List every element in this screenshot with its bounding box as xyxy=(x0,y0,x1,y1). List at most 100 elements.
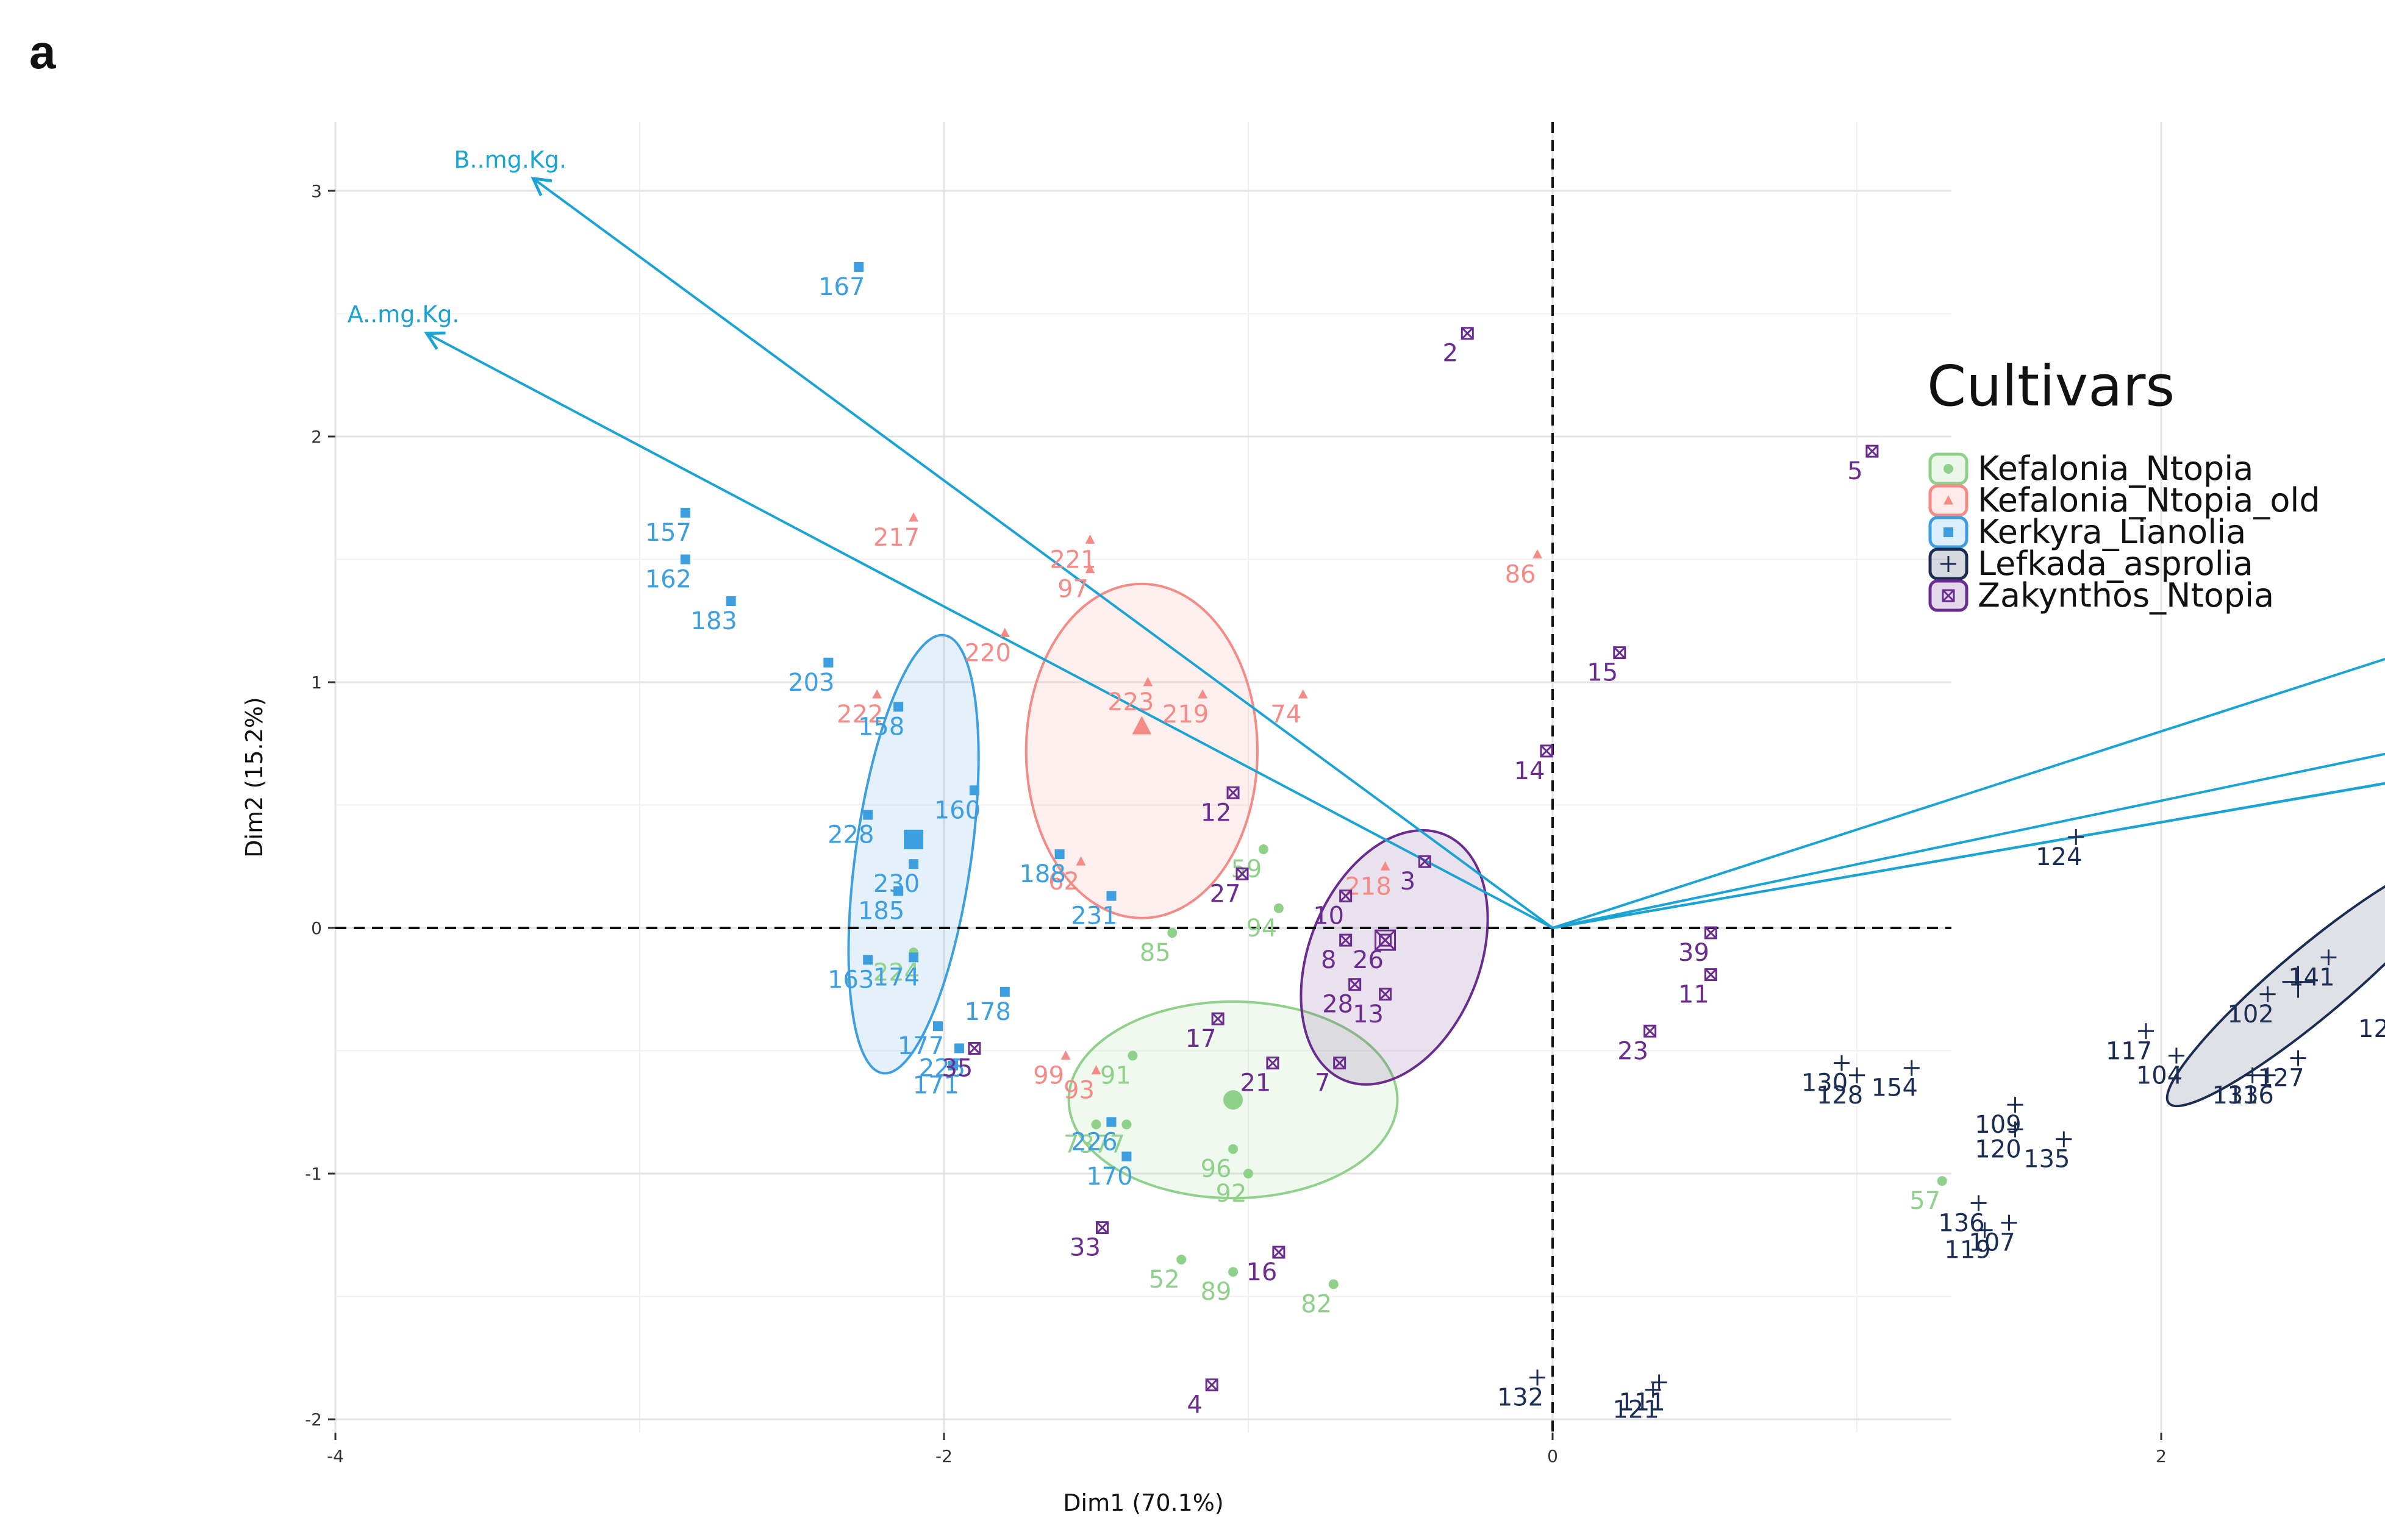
point-marker xyxy=(1106,1117,1117,1127)
point-label: 39 xyxy=(1678,939,1709,967)
point-marker xyxy=(1106,891,1117,901)
point-label: 26 xyxy=(1353,946,1384,974)
point-label: 117 xyxy=(2106,1037,2152,1065)
point-marker xyxy=(1333,1057,1346,1070)
point-label: 133 xyxy=(2212,1082,2259,1110)
point-label: 35 xyxy=(942,1054,973,1082)
point-marker xyxy=(1704,968,1717,982)
point-label: 136 xyxy=(1938,1209,1984,1237)
point-marker xyxy=(909,512,919,522)
point-marker xyxy=(968,1041,981,1055)
point-marker xyxy=(680,554,690,565)
point-label: 119 xyxy=(1944,1236,1990,1264)
point-marker xyxy=(1228,1144,1239,1154)
point-marker xyxy=(948,1060,958,1071)
point-marker xyxy=(1132,716,1152,735)
point-label: 116 xyxy=(2227,1082,2273,1110)
point-label: 130 xyxy=(1801,1069,1848,1097)
legend: Cultivars Kefalonia_NtopiaKefalonia_Ntop… xyxy=(1927,354,2320,615)
point-label: 185 xyxy=(858,897,904,925)
point-label: 160 xyxy=(934,796,981,824)
point-marker xyxy=(1943,464,1953,474)
point-label: 21 xyxy=(1240,1069,1271,1097)
plot-panel xyxy=(335,122,1951,1433)
point-marker xyxy=(2168,1047,2184,1064)
y-tick-label: 2 xyxy=(311,427,322,447)
point-label: 104 xyxy=(2136,1062,2183,1090)
point-marker xyxy=(863,810,873,820)
point-marker xyxy=(1091,1065,1101,1075)
legend-label: Kerkyra_Lianolia xyxy=(1978,513,2246,551)
point-marker xyxy=(1258,844,1268,855)
point-marker xyxy=(1339,889,1353,903)
legend-key xyxy=(1928,579,1968,612)
point-marker xyxy=(1272,1246,1285,1259)
point-marker xyxy=(1976,1222,1993,1238)
point-label: 174 xyxy=(873,963,920,991)
point-marker xyxy=(1198,689,1208,699)
point-label: 27 xyxy=(1210,880,1241,908)
point-label: 4 xyxy=(1187,1391,1202,1419)
point-marker xyxy=(1143,677,1153,686)
legend-label: Zakynthos_Ntopia xyxy=(1978,576,2274,615)
legend-title: Cultivars xyxy=(1927,354,2175,419)
point-marker xyxy=(1375,929,1396,951)
point-marker xyxy=(872,689,882,699)
point-marker xyxy=(1205,1378,1218,1392)
point-label: 158 xyxy=(858,713,904,741)
point-label: 124 xyxy=(2036,843,2082,871)
point-label: 102 xyxy=(2227,1000,2273,1028)
point-marker xyxy=(1235,867,1249,880)
point-marker xyxy=(1380,861,1390,871)
point-marker xyxy=(1379,988,1392,1001)
point-label: 77 xyxy=(1094,1130,1125,1158)
point-label: 5 xyxy=(1847,457,1862,485)
point-label: 16 xyxy=(1246,1258,1277,1286)
point-marker xyxy=(1121,1151,1132,1161)
point-label: 97 xyxy=(1057,576,1089,604)
point-marker xyxy=(1943,495,1953,505)
point-label: 33 xyxy=(1070,1234,1101,1262)
point-marker xyxy=(2259,1067,2276,1083)
point-label: 109 xyxy=(1975,1111,2021,1139)
point-label: 218 xyxy=(1345,872,1391,900)
y-axis-title: Dim2 (15.2%) xyxy=(241,697,268,857)
point-marker xyxy=(1865,444,1879,458)
axes: Dim1 (70.1%) Dim2 (15.2%) -4-2024-2-1012… xyxy=(241,181,2167,1516)
point-label: 128 xyxy=(1817,1082,1863,1110)
point-label: 220 xyxy=(965,639,1011,667)
point-marker xyxy=(1942,589,1955,602)
point-label: 99 xyxy=(1033,1062,1064,1090)
point-marker xyxy=(1529,1369,1546,1386)
vector-C..mg.Kg. xyxy=(1552,782,2385,929)
point-marker xyxy=(909,952,919,963)
y-tick-label: -2 xyxy=(305,1410,322,1430)
point-marker xyxy=(1128,1050,1138,1061)
point-marker xyxy=(893,702,904,712)
legend-key xyxy=(1928,452,1968,485)
point-marker xyxy=(1091,1119,1101,1130)
point-marker xyxy=(1328,1279,1339,1289)
point-marker xyxy=(1903,1060,1920,1076)
point-marker xyxy=(1076,856,1086,866)
point-label: 162 xyxy=(645,566,692,594)
point-label: 12 xyxy=(1201,799,1232,827)
point-marker xyxy=(2244,1067,2261,1083)
point-marker xyxy=(1085,534,1095,544)
y-tick-label: 1 xyxy=(311,672,322,693)
point-marker xyxy=(1223,1090,1243,1110)
point-label: 111 xyxy=(1618,1389,1665,1417)
point-label: 96 xyxy=(1201,1155,1232,1183)
point-marker xyxy=(2068,829,2084,845)
point-marker xyxy=(1834,1055,1850,1071)
point-marker xyxy=(1849,1067,1865,1083)
point-label: 223 xyxy=(1107,688,1154,716)
point-label: 94 xyxy=(1246,914,1277,943)
point-label: 122 xyxy=(2358,1015,2385,1043)
point-label: 203 xyxy=(788,669,834,697)
legend-label: Kefalonia_Ntopia_old xyxy=(1978,481,2320,519)
point-label: 23 xyxy=(1617,1037,1648,1065)
point-marker xyxy=(909,859,919,869)
point-label: 231 xyxy=(1071,902,1117,930)
